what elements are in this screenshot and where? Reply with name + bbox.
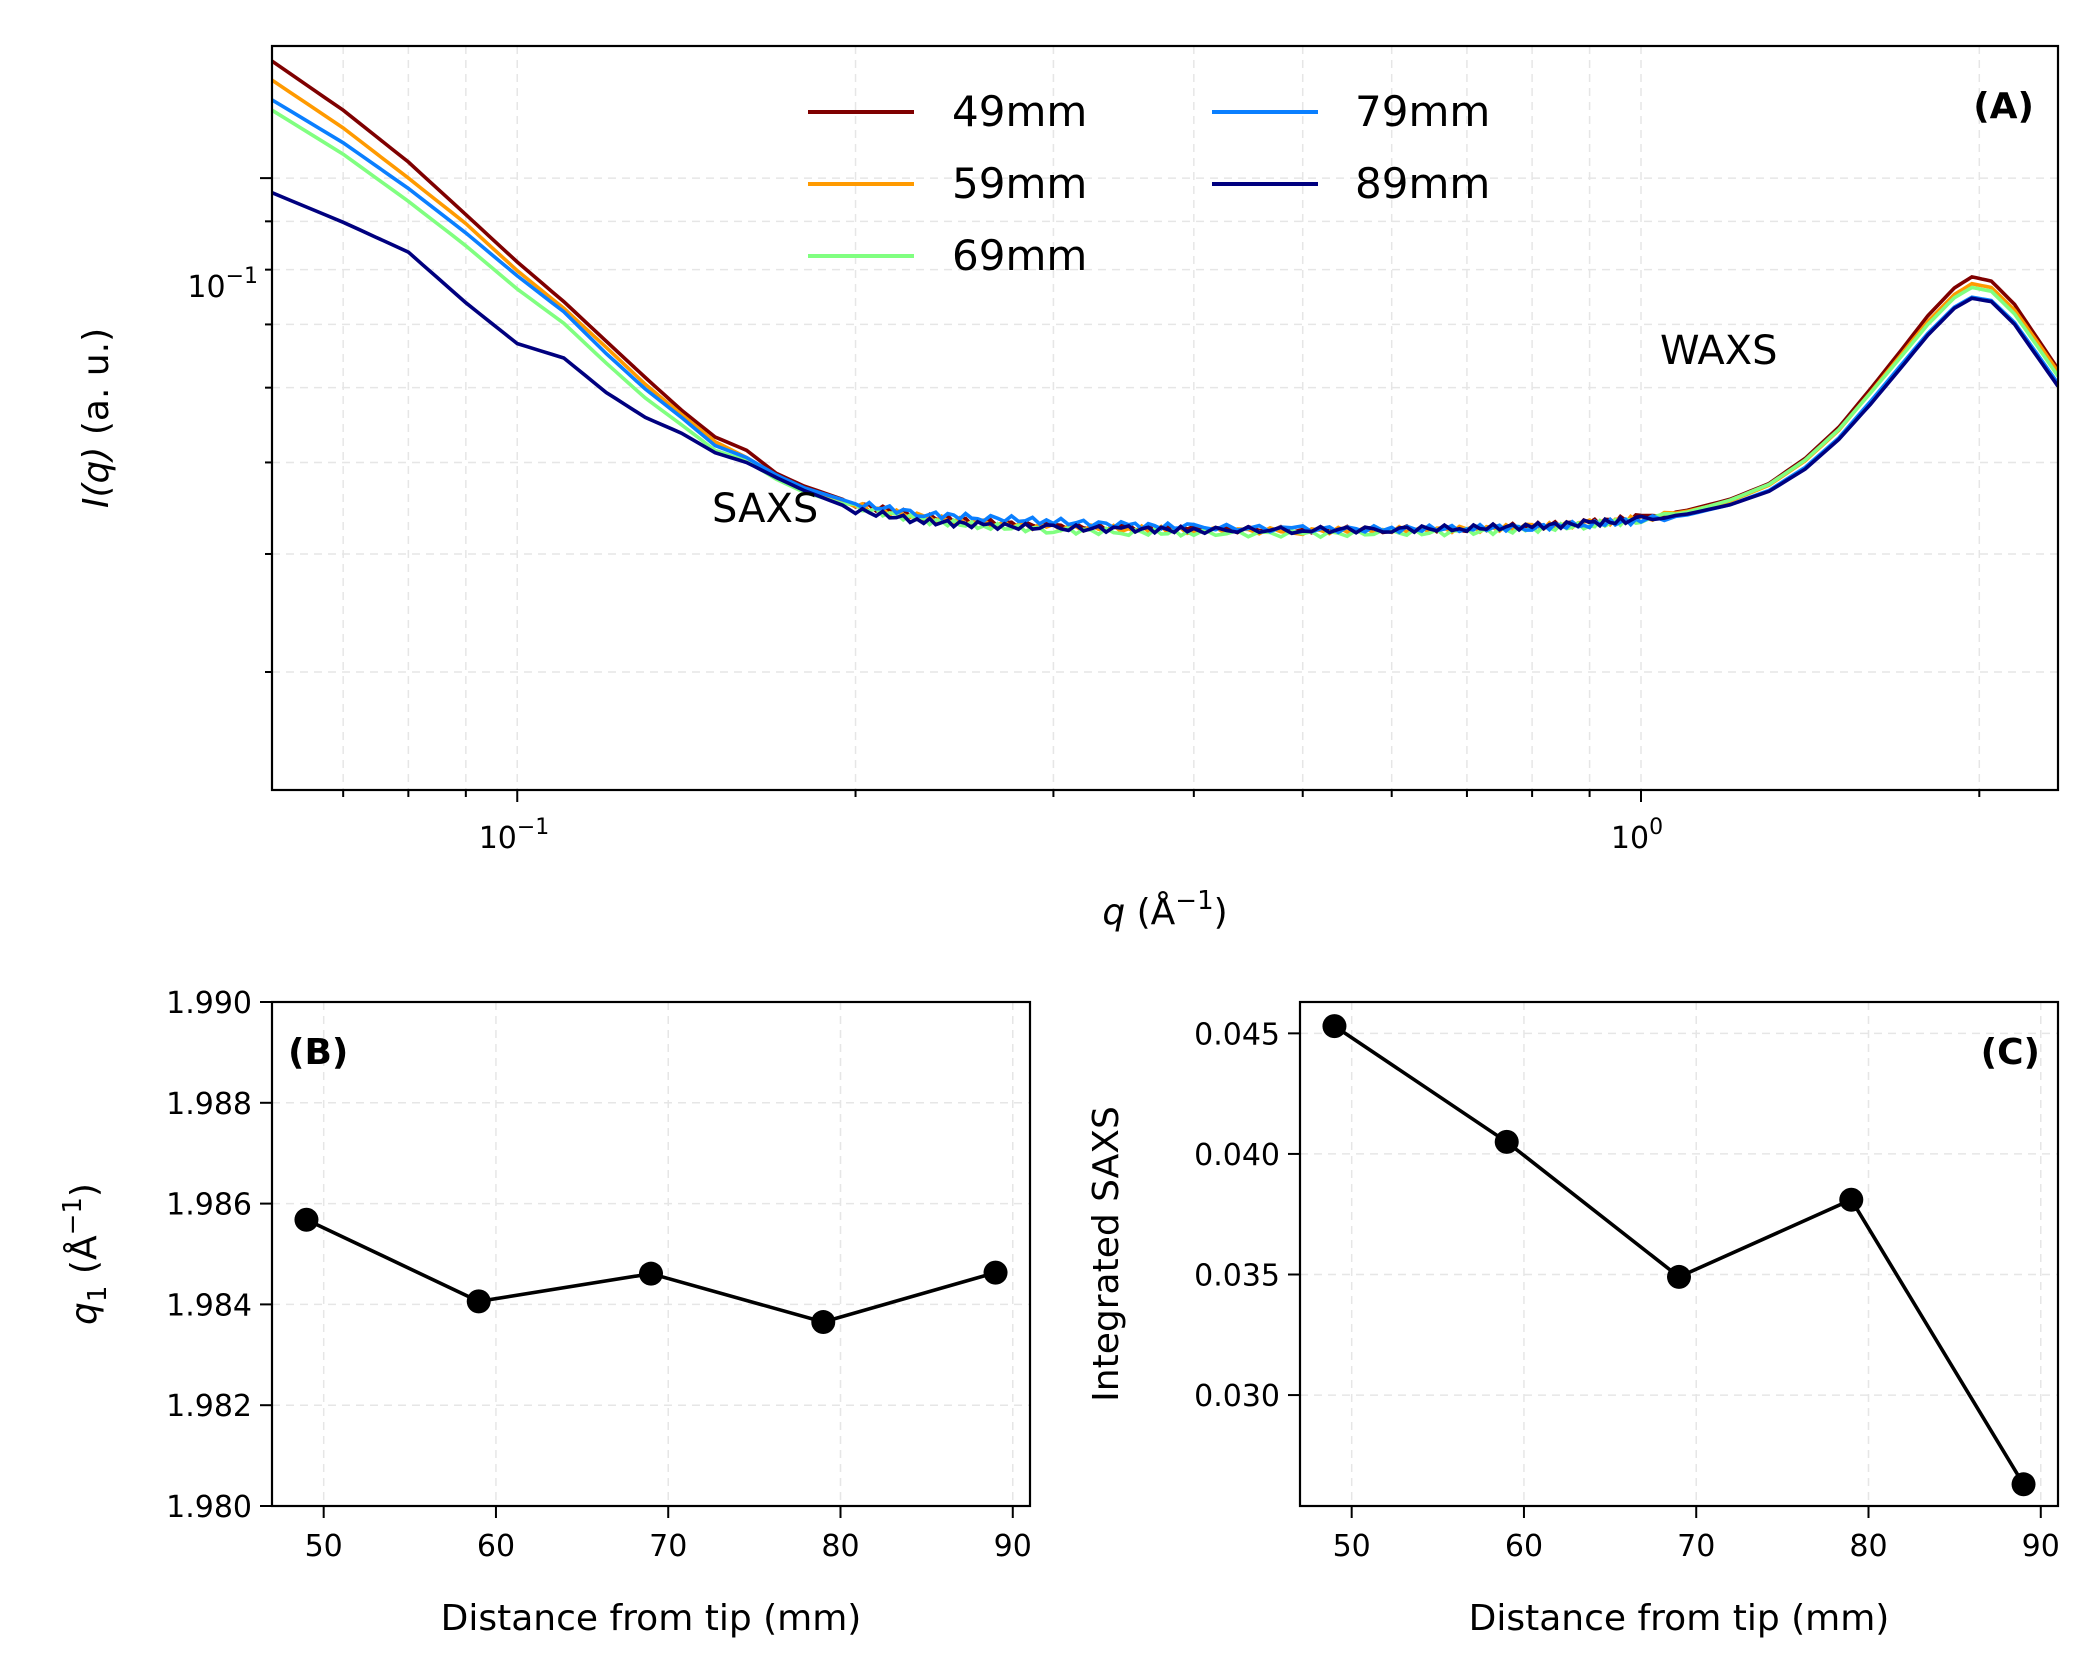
panel-b-y-axis-label: q1 (Å−1)	[58, 1183, 113, 1325]
panel-c-xtick-label: 50	[1333, 1529, 1371, 1564]
waxs-annotation: WAXS	[1660, 328, 1778, 374]
legend: 49mm 59mm 69mm 79mm 89mm	[808, 87, 1490, 280]
panel-c-point-79	[1839, 1187, 1864, 1212]
legend-label-69mm: 69mm	[952, 231, 1087, 280]
panel-b-label: (B)	[288, 1032, 348, 1073]
panel-c-ytick-label: 0.035	[1194, 1258, 1280, 1293]
panel-c-y-axis-label: Integrated SAXS	[1086, 1106, 1127, 1402]
panel-c-frame	[1298, 1000, 2060, 1508]
panel-b-q1-vs-distance: 50 60 70 80 90 1.980 1.982 1.984 1.986 1.988 1.990…	[58, 986, 1032, 1639]
panel-b-x-axis-label: Distance from tip (mm)	[441, 1598, 862, 1639]
panel-b-ytick-label: 1.982	[166, 1389, 252, 1424]
panel-a-ytick-0: 10−1	[187, 264, 258, 305]
panel-c-ytick-label: 0.045	[1194, 1017, 1280, 1052]
legend-label-59mm: 59mm	[952, 159, 1087, 208]
legend-label-89mm: 89mm	[1355, 159, 1490, 208]
panel-b-ytick-label: 1.986	[166, 1188, 252, 1223]
panel-b-ytick-label: 1.988	[166, 1087, 252, 1122]
panel-c-x-axis-label: Distance from tip (mm)	[1469, 1598, 1890, 1639]
panel-a-y-axis-label: I(q) (a. u.)	[76, 328, 117, 508]
panel-c-ticks: 50 60 70 80 90 0.030 0.035 0.040 0.045	[1194, 1017, 2060, 1564]
panel-c-xtick-label: 90	[2022, 1529, 2060, 1564]
panel-b-frame	[270, 1000, 1032, 1508]
panel-b-point-79	[811, 1310, 836, 1335]
saxs-annotation: SAXS	[712, 486, 818, 532]
panel-a-xtick-0: 10−1	[479, 815, 550, 856]
panel-b-xtick-label: 80	[821, 1529, 859, 1564]
panel-b-xtick-label: 50	[305, 1529, 343, 1564]
panel-b-xtick-label: 90	[994, 1529, 1032, 1564]
panel-a-ticks	[260, 177, 1981, 802]
panel-a-grid	[272, 46, 2058, 790]
legend-label-79mm: 79mm	[1355, 87, 1490, 136]
panel-c-series-line	[1333, 1024, 2026, 1486]
panel-a-x-axis-label: q (Å−1)	[1102, 886, 1227, 933]
panel-b-point-49	[294, 1207, 319, 1232]
panel-a-series	[272, 59, 2058, 540]
panel-c-ytick-label: 0.030	[1194, 1379, 1280, 1414]
panel-a-label: (A)	[1973, 86, 2034, 127]
panel-b-point-69	[639, 1261, 663, 1286]
panel-c-xtick-label: 70	[1677, 1529, 1715, 1564]
panel-c-series	[1322, 1014, 2036, 1497]
panel-c-point-59	[1494, 1129, 1519, 1154]
panel-b-ytick-label: 1.980	[166, 1490, 252, 1525]
panel-b-xtick-label: 70	[649, 1529, 687, 1564]
panel-b-xtick-label: 60	[477, 1529, 515, 1564]
panel-c-point-69	[1667, 1264, 1691, 1289]
panel-c-xtick-label: 80	[1849, 1529, 1887, 1564]
panel-c-ytick-label: 0.040	[1194, 1138, 1280, 1173]
panel-c-xtick-label: 60	[1505, 1529, 1543, 1564]
panel-a-frame	[270, 44, 2060, 792]
panel-c-integrated-saxs-vs-distance: 50 60 70 80 90 0.030 0.035 0.040 0.045 Distance …	[1086, 1000, 2060, 1639]
panel-c-label: (C)	[1981, 1032, 2040, 1073]
panel-b-grid	[272, 1001, 1030, 1507]
panel-b-point-89	[983, 1260, 1008, 1285]
series-line-89mm	[272, 191, 2058, 536]
panel-b-ytick-label: 1.984	[166, 1288, 252, 1323]
panel-c-point-89	[2011, 1472, 2036, 1497]
panel-b-point-59	[466, 1289, 491, 1314]
panel-b-series	[294, 1207, 1008, 1335]
panel-b-ticks: 50 60 70 80 90 1.980 1.982 1.984 1.986 1.988 1.990	[166, 986, 1032, 1564]
panel-b-ytick-label: 1.990	[166, 986, 252, 1021]
panel-c-point-49	[1322, 1014, 1347, 1039]
panel-a-xtick-1: 100	[1611, 815, 1663, 856]
legend-label-49mm: 49mm	[952, 87, 1087, 136]
panel-a-saxs-waxs-profiles: 10−1 100 10−1 q (Å−1) I(q) (a. u.) SAXS …	[76, 44, 2060, 933]
